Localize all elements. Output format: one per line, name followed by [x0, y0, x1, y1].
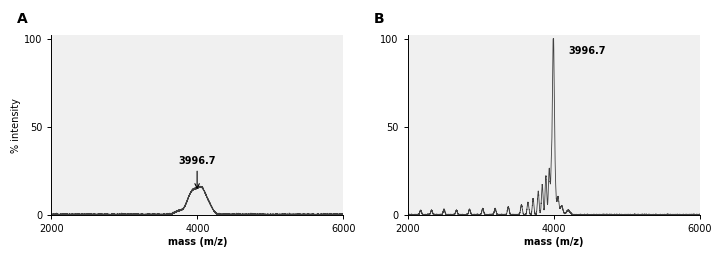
Text: B: B [374, 12, 384, 26]
Y-axis label: % intensity: % intensity [11, 98, 21, 152]
Text: 3996.7: 3996.7 [179, 156, 216, 188]
X-axis label: mass (m/z): mass (m/z) [168, 237, 227, 247]
Text: 3996.7: 3996.7 [568, 46, 606, 56]
Text: A: A [17, 12, 28, 26]
X-axis label: mass (m/z): mass (m/z) [524, 237, 583, 247]
